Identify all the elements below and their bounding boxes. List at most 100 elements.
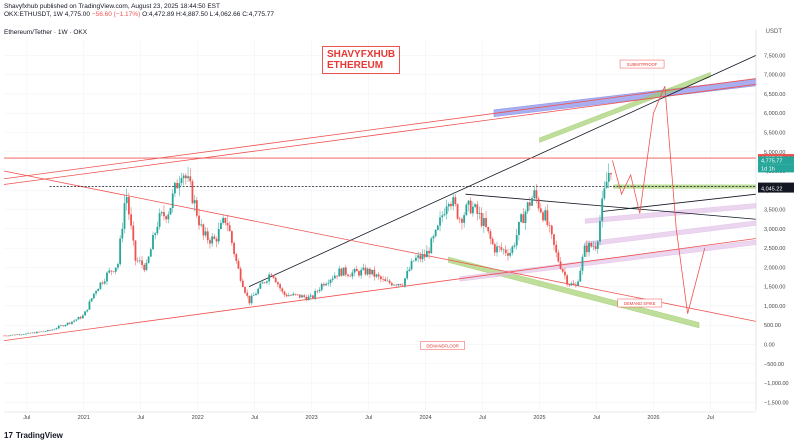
candle-body bbox=[465, 204, 468, 216]
upper-channel-red bbox=[3, 78, 757, 180]
candle-body bbox=[235, 254, 238, 261]
candle-body bbox=[68, 322, 71, 324]
candle-body bbox=[454, 197, 457, 205]
tradingview-branding[interactable]: 17 TradingView bbox=[4, 431, 63, 440]
black-trend bbox=[248, 55, 757, 288]
x-tick-label: Jul bbox=[23, 415, 30, 421]
y-tick-label: −1,000.00 bbox=[764, 381, 789, 387]
candle-body bbox=[33, 332, 36, 334]
candle-body bbox=[171, 193, 174, 208]
candle-body bbox=[294, 293, 297, 295]
candle-body bbox=[544, 210, 547, 221]
candle-body bbox=[136, 260, 139, 262]
y-tick-label: −1,500.00 bbox=[764, 400, 789, 406]
projection-path bbox=[612, 86, 706, 314]
candle-body bbox=[198, 215, 200, 226]
candle-body bbox=[35, 331, 38, 334]
symbol-description: Ethereum/Tether · 1W · OKX bbox=[4, 29, 88, 36]
candle-body bbox=[364, 267, 367, 275]
candle-body bbox=[382, 279, 384, 280]
candle-body bbox=[9, 335, 12, 336]
candle-body bbox=[97, 288, 100, 292]
candle-body bbox=[592, 246, 595, 247]
candle-body bbox=[596, 241, 599, 249]
x-tick-label: 2023 bbox=[306, 415, 318, 421]
candle-body bbox=[362, 267, 365, 270]
candle-body bbox=[450, 203, 452, 207]
y-tick-label: 2,000.00 bbox=[764, 265, 785, 271]
y-tick-label: 7,500.00 bbox=[764, 53, 785, 59]
candle-body bbox=[303, 295, 306, 297]
candle-body bbox=[112, 271, 115, 273]
candle-body bbox=[71, 321, 73, 324]
candle-body bbox=[491, 238, 494, 245]
candle-body bbox=[518, 221, 520, 236]
price-axis[interactable]: 7,500.00 7,000.00 6,500.00 6,000.00 5,500.00… bbox=[755, 30, 789, 410]
candle-body bbox=[117, 264, 119, 268]
candle-body bbox=[176, 182, 179, 189]
candle-body bbox=[211, 236, 214, 244]
candle-body bbox=[60, 325, 62, 327]
candle-body bbox=[564, 271, 566, 276]
candle-body bbox=[163, 212, 165, 217]
high-value: H:4,887.50 bbox=[176, 11, 208, 18]
candle-body bbox=[550, 225, 553, 235]
candle-body bbox=[316, 291, 319, 292]
lower-channel-red bbox=[3, 238, 757, 342]
candle-body bbox=[386, 280, 389, 282]
candle-body bbox=[583, 245, 586, 257]
x-tick-label: Jul bbox=[593, 415, 600, 421]
currency-label: USDT bbox=[765, 29, 782, 35]
candles bbox=[3, 163, 612, 337]
candle-body bbox=[430, 238, 433, 254]
candle-body bbox=[187, 176, 189, 179]
candle-body bbox=[478, 212, 481, 214]
candle-body bbox=[189, 176, 192, 182]
candle-body bbox=[165, 216, 168, 220]
candle-body bbox=[421, 254, 424, 260]
candle-body bbox=[99, 282, 102, 289]
candle-body bbox=[296, 294, 299, 296]
x-tick-label: Jul bbox=[479, 415, 486, 421]
y-tick-label: −500.00 bbox=[764, 362, 784, 368]
candle-body bbox=[88, 301, 91, 310]
candle-body bbox=[428, 250, 430, 254]
candle-body bbox=[281, 288, 284, 292]
candle-body bbox=[272, 275, 275, 278]
candle-body bbox=[524, 211, 527, 224]
candle-body bbox=[307, 296, 310, 301]
candle-body bbox=[577, 281, 579, 286]
candle-body bbox=[572, 283, 575, 285]
candle-body bbox=[130, 214, 132, 226]
candle-body bbox=[222, 217, 225, 223]
chart-watermark: SHAVYFXHUB ETHEREUM bbox=[322, 46, 401, 74]
x-tick-label: 2022 bbox=[192, 415, 204, 421]
candle-body bbox=[81, 315, 84, 319]
candle-body bbox=[49, 330, 51, 331]
y-tick-label: 7,000.00 bbox=[764, 73, 785, 79]
candle-body bbox=[443, 214, 446, 216]
candle-body bbox=[309, 295, 312, 297]
candle-body bbox=[463, 215, 466, 223]
candle-body bbox=[390, 283, 393, 286]
candle-body bbox=[447, 203, 450, 207]
candle-body bbox=[191, 181, 194, 204]
candle-body bbox=[610, 172, 612, 175]
candle-body bbox=[213, 236, 216, 239]
candle-body bbox=[469, 200, 472, 214]
candle-body bbox=[605, 181, 608, 189]
candle-body bbox=[493, 244, 496, 253]
candle-body bbox=[224, 217, 227, 223]
candle-body bbox=[226, 222, 229, 226]
time-axis[interactable]: Jul 2021 Jul 2022 Jul 2023 Jul 2024 Jul 2025 Jul 20… bbox=[4, 411, 756, 421]
grid bbox=[4, 40, 756, 410]
candle-body bbox=[513, 245, 516, 247]
price-tag-box bbox=[758, 156, 794, 165]
candle-body bbox=[206, 231, 209, 241]
candle-body bbox=[57, 325, 60, 329]
candle-body bbox=[509, 252, 512, 256]
y-tick-label: 3,500.00 bbox=[764, 208, 785, 214]
candle-body bbox=[220, 222, 222, 229]
candle-body bbox=[250, 295, 253, 304]
